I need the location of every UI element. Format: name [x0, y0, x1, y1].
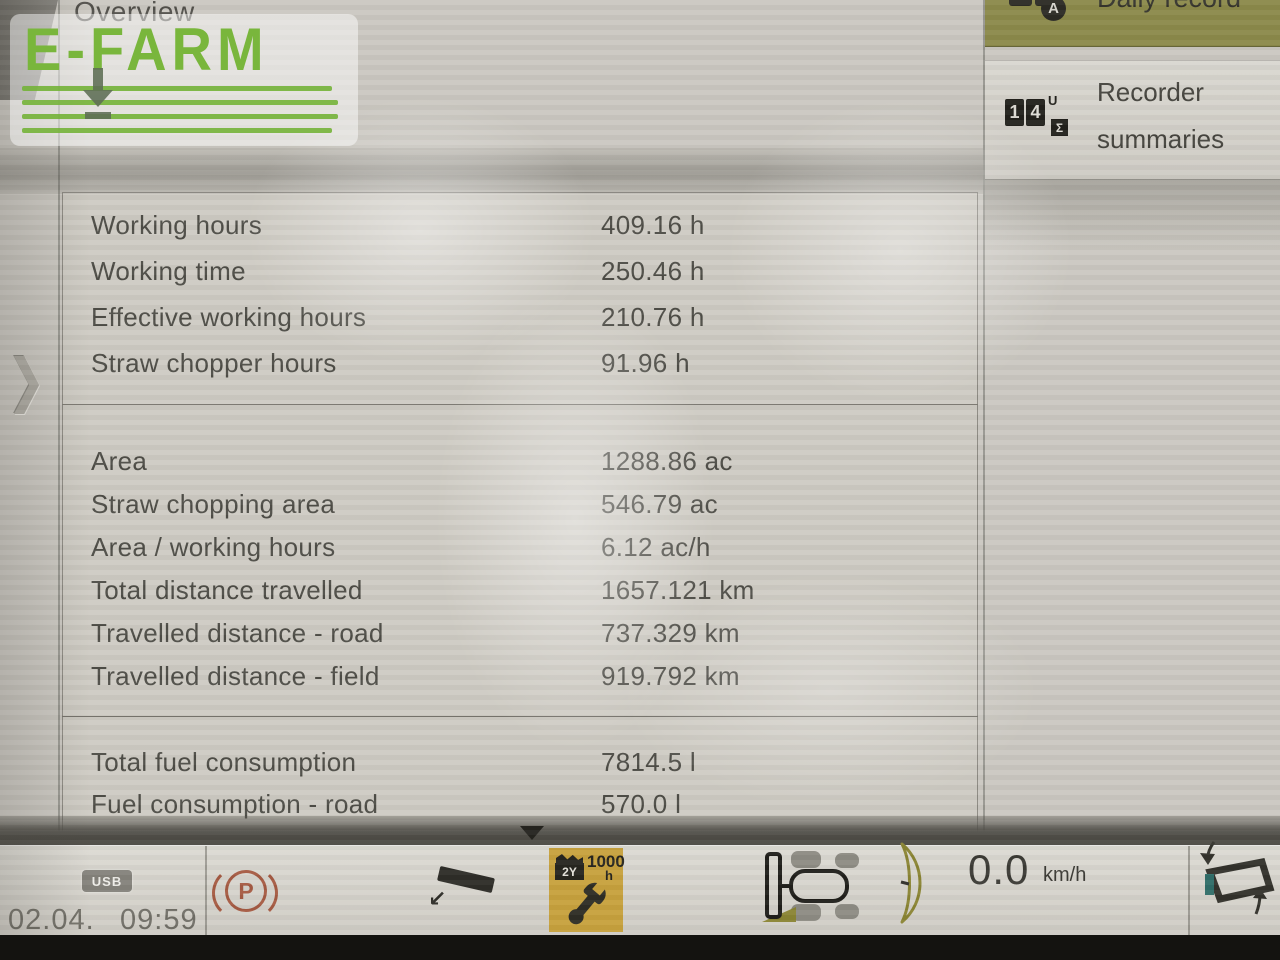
auto-badge-icon: A: [1041, 0, 1066, 21]
service-interval-button[interactable]: 2Y 1000 h: [549, 848, 625, 932]
table-row: Area / working hours 6.12 ac/h: [63, 526, 977, 569]
parking-brake-letter: P: [225, 870, 267, 912]
table-row: Working hours 409.16 h: [63, 202, 977, 248]
shadow-band: [0, 148, 983, 194]
row-label: Effective working hours: [91, 301, 367, 332]
statusbar-divider: [205, 846, 207, 936]
sidebar-item-recorder-summaries[interactable]: 1 4 U Σ Recorder summaries: [985, 60, 1280, 180]
row-label: Travelled distance - field: [91, 661, 380, 691]
row-label: Area / working hours: [91, 532, 336, 562]
table-row: Travelled distance - field 919.792 km: [63, 655, 977, 698]
row-value: 919.792 km: [601, 661, 740, 691]
row-label: Total fuel consumption: [91, 746, 357, 777]
speed-unit: km/h: [1043, 864, 1087, 886]
row-value: 6.12 ac/h: [601, 532, 711, 562]
row-value: 570.0 l: [601, 788, 682, 819]
download-arrow-icon: [82, 68, 114, 136]
logo-stripe: [22, 128, 332, 133]
table-row: Effective working hours 210.76 h: [63, 294, 977, 340]
logo-stripe: [22, 86, 332, 91]
row-label: Fuel consumption - road: [91, 788, 379, 819]
counter-digit: 1: [1005, 99, 1024, 126]
sidebar-item-daily-record[interactable]: A Daily record: [985, 0, 1280, 47]
row-label: Straw chopping area: [91, 489, 336, 519]
usb-status-icon: USB: [82, 870, 132, 892]
parking-brake-icon: P: [212, 866, 278, 920]
sigma-icon: Σ: [1051, 119, 1068, 136]
sidebar-item-label: Recorder summaries: [1097, 77, 1225, 154]
row-value: 1657.121 km: [601, 575, 755, 605]
counter-digit: 4: [1026, 99, 1045, 126]
logo-stripe: [22, 100, 338, 105]
sidebar-divider: [983, 0, 985, 960]
recorder-summaries-icon: 1 4 U Σ: [1005, 93, 1085, 151]
table-row: Straw chopping area 546.79 ac: [63, 483, 977, 526]
status-time: 09:59: [120, 904, 198, 936]
row-label: Straw chopper hours: [91, 347, 337, 378]
section-area-distance: Area 1288.86 ac Straw chopping area 546.…: [62, 404, 978, 717]
speed-value: 0.0: [968, 846, 1030, 893]
statusbar-divider: [1188, 846, 1190, 936]
row-value: 409.16 h: [601, 209, 705, 240]
table-row: Travelled distance - road 737.329 km: [63, 612, 977, 655]
calendar-icon: [556, 854, 583, 863]
efarm-watermark: E-FARM: [10, 14, 358, 146]
row-label: Area: [91, 446, 148, 476]
row-value: 7814.5 l: [601, 746, 696, 777]
logo-stripe: [22, 114, 338, 119]
table-row: Straw chopper hours 91.96 h: [63, 340, 977, 386]
sidebar-item-label: Daily record: [1097, 0, 1241, 14]
daily-record-icon: [1009, 0, 1032, 6]
auger-arrow-icon: ↙: [428, 886, 447, 911]
table-row: Area 1288.86 ac: [63, 440, 977, 483]
row-value: 250.46 h: [601, 255, 705, 286]
row-value: 210.76 h: [601, 301, 705, 332]
expand-panel-chevron-icon[interactable]: ❯: [6, 348, 46, 413]
row-label: Working time: [91, 255, 246, 286]
unloading-auger-icon: ↙: [424, 860, 500, 918]
counter-superscript: U: [1048, 93, 1058, 108]
combine-top-view-icon: [762, 851, 859, 922]
statusbar-shadow: [0, 816, 1280, 845]
page-title: Overview: [74, 0, 195, 27]
row-value: 91.96 h: [601, 347, 690, 378]
row-value: 1288.86 ac: [601, 446, 733, 476]
status-date: 02.04.: [8, 904, 95, 936]
row-label: Working hours: [91, 209, 263, 240]
calendar-interval-label: 2Y: [555, 863, 584, 880]
service-hours-unit: h: [605, 868, 613, 883]
table-row: Total fuel consumption 7814.5 l: [63, 741, 977, 783]
panel-left-border: [58, 0, 60, 960]
scroll-down-icon[interactable]: [520, 826, 544, 840]
shadow-band: [985, 179, 1280, 249]
efarm-logo: E-FARM: [24, 15, 269, 84]
row-label: Total distance travelled: [91, 575, 363, 605]
grain-tank-level-icon: [1200, 841, 1275, 915]
bezel-bottom: [0, 935, 1280, 960]
row-label: Travelled distance - road: [91, 618, 384, 648]
table-row: Total distance travelled 1657.121 km: [63, 569, 977, 612]
status-bar: USB 02.04. 09:59 P ↙ 2Y 1000 h: [0, 841, 1280, 936]
table-row: Working time 250.46 h: [63, 248, 977, 294]
table-row: Fuel consumption - road 570.0 l: [63, 783, 977, 825]
steering-angle-icon: [900, 842, 922, 924]
sidebar: A Daily record 1 4 U Σ Recorder summarie…: [985, 0, 1280, 845]
service-hours-label: 1000: [587, 852, 625, 871]
section-working-hours: Working hours 409.16 h Working time 250.…: [62, 192, 978, 405]
row-value: 737.329 km: [601, 618, 740, 648]
row-value: 546.79 ac: [601, 489, 718, 519]
